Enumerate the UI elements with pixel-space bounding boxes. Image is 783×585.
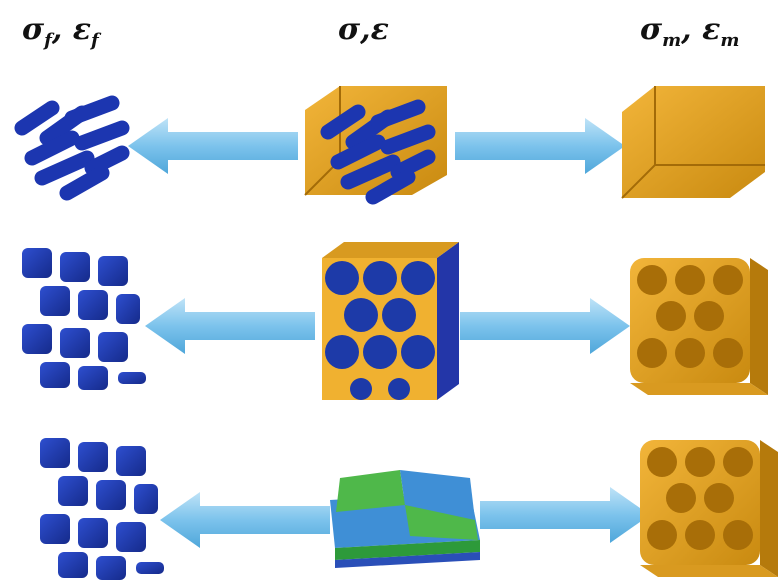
symbol: σ [640,12,663,47]
fiber-lattice [22,248,146,390]
short-fibers [22,103,122,193]
separator: , [681,12,692,47]
subscript: f [44,30,52,51]
arrow-right [480,487,650,543]
symbol: σ,ε [338,12,389,47]
composite-slab [322,242,459,400]
subscript: f [91,30,99,51]
header-matrix: σm, εm [640,12,739,51]
header-composite: σ,ε [338,12,389,47]
matrix-box [621,86,765,199]
subscript: m [662,30,682,51]
symbol: ε [72,12,92,47]
symbol: ε [702,12,721,47]
arrow-left [128,118,298,174]
header-fiber: σf, εf [22,12,99,51]
arrow-left [160,492,330,548]
separator: , [51,12,63,47]
fiber-lattice [40,438,164,580]
laminate [330,470,480,568]
subscript: m [720,30,740,51]
composite-box [304,86,447,197]
arrow-right [455,118,625,174]
matrix-honeycomb [630,258,768,395]
symbol: σ [22,12,45,47]
arrow-left [145,298,315,354]
matrix-honeycomb [640,440,778,577]
arrow-right [460,298,630,354]
